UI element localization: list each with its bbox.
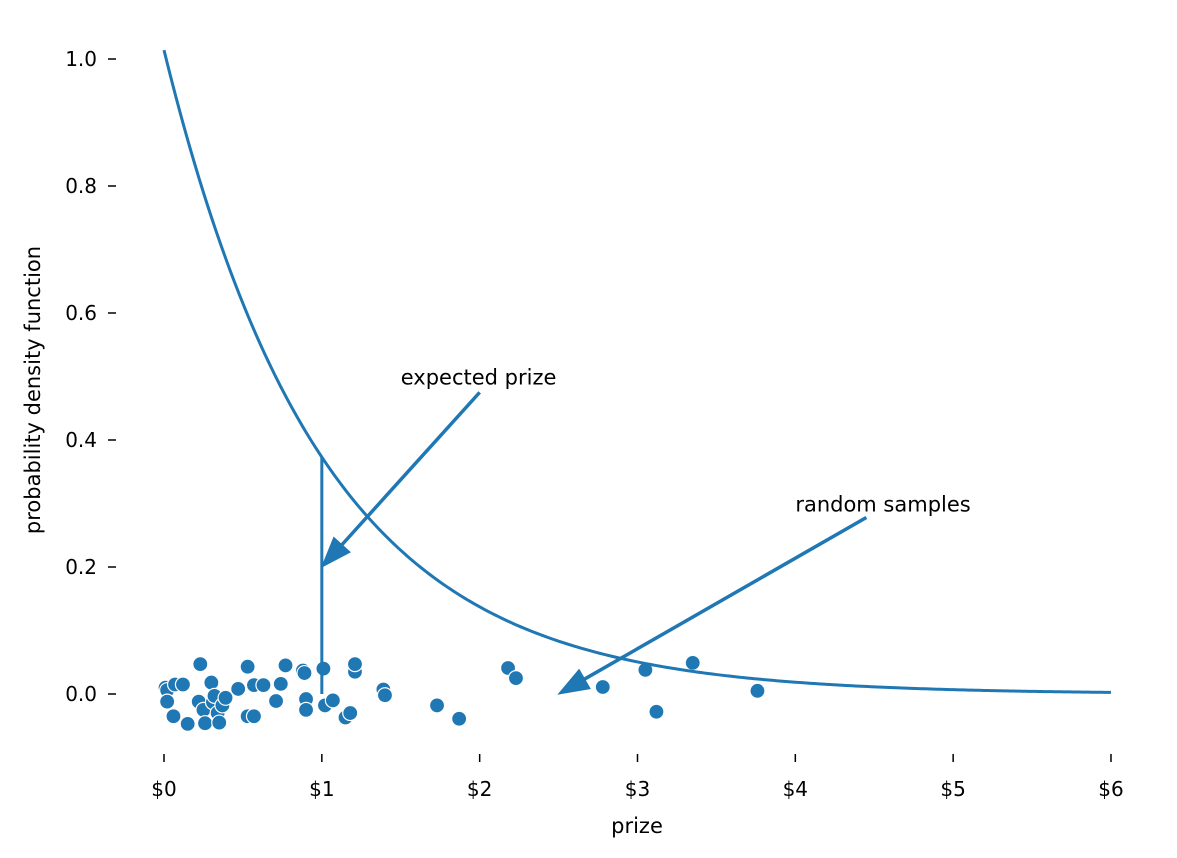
y-tick-label: 0.6 [65, 301, 97, 325]
sample-point [230, 680, 247, 698]
sample-point [239, 658, 256, 675]
sample-point [179, 715, 196, 732]
y-tick-label: 0.0 [65, 682, 97, 706]
sample-point [749, 682, 766, 699]
sample-point [196, 715, 214, 732]
x-axis: $0 $1 $2 $3 $4 $5 $6 [151, 754, 1124, 801]
y-tick-label: 0.4 [65, 428, 97, 452]
y-axis: 0.0 0.2 0.4 0.6 0.8 1.0 [65, 47, 116, 706]
x-tick-label: $2 [467, 777, 492, 801]
sample-point [165, 708, 182, 725]
x-tick-label: $4 [783, 777, 808, 801]
sample-point [428, 697, 446, 714]
sample-point [342, 704, 359, 722]
x-axis-label: prize [611, 814, 663, 838]
sample-point [376, 687, 394, 704]
sample-point [297, 701, 315, 718]
random-samples-scatter [157, 654, 766, 732]
annotation-text: expected prize [401, 366, 557, 390]
sample-point [203, 674, 220, 691]
sample-point [272, 675, 289, 692]
sample-point [211, 714, 228, 731]
y-axis-label: probability density function [21, 246, 45, 534]
sample-point [245, 708, 263, 725]
sample-point [174, 676, 192, 693]
sample-point [648, 703, 665, 720]
sample-point [255, 677, 272, 694]
x-tick-label: $6 [1098, 777, 1123, 801]
sample-point [507, 670, 525, 687]
sample-point [217, 689, 234, 706]
arrow-head-icon [557, 668, 591, 695]
x-tick-label: $5 [940, 777, 965, 801]
pdf-curve [162, 49, 1111, 694]
annotation-arrow-shaft [340, 391, 481, 546]
sample-point [159, 693, 176, 710]
sample-point [267, 692, 285, 710]
y-tick-label: 0.8 [65, 174, 97, 198]
sample-point [315, 660, 332, 677]
arrow-head-icon [320, 536, 351, 569]
sample-point [324, 692, 341, 709]
sample-point [192, 656, 209, 673]
x-tick-label: $3 [625, 777, 650, 801]
annotations: expected prize random samples [320, 366, 971, 695]
sample-point [346, 656, 364, 673]
x-tick-label: $1 [309, 777, 334, 801]
sample-point [451, 710, 468, 727]
annotation-arrow-shaft [583, 515, 868, 681]
annotation-text: random samples [795, 493, 970, 517]
sample-point [296, 664, 313, 682]
y-tick-label: 1.0 [65, 47, 97, 71]
sample-point [594, 678, 611, 696]
y-tick-label: 0.2 [65, 555, 97, 579]
sample-point [277, 657, 294, 674]
x-tick-label: $0 [151, 777, 176, 801]
sample-point [684, 654, 701, 671]
